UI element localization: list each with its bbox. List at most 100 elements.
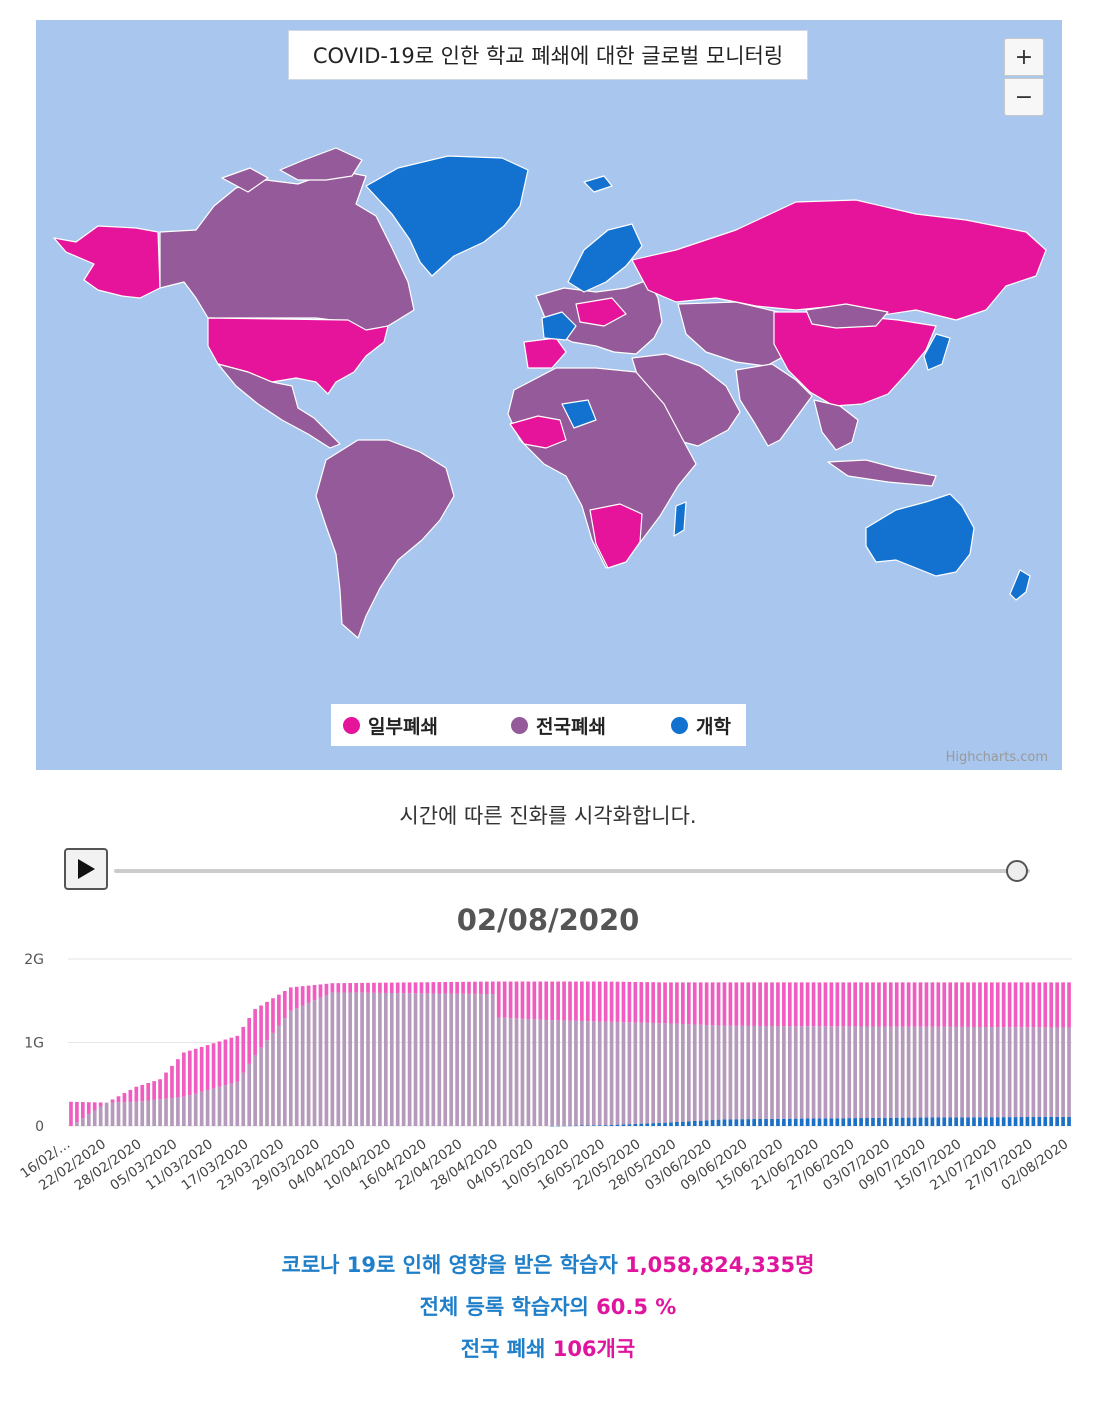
chart-bar-national — [170, 1098, 174, 1126]
chart-bar-national — [1001, 1027, 1006, 1118]
chart-bar-open — [710, 1119, 715, 1126]
chart-bar-national — [306, 1002, 311, 1126]
chart-bar-national — [835, 1026, 840, 1119]
chart-bar-national — [134, 1101, 139, 1126]
timeline-slider-track[interactable] — [114, 869, 1030, 873]
chart-bar-partial — [479, 981, 483, 994]
y-tick-label: 2G — [24, 952, 44, 968]
chart-bar-open — [1007, 1117, 1012, 1126]
chart-bar-national — [1019, 1027, 1024, 1118]
region-west-africa[interactable] — [509, 415, 567, 449]
chart-bar-partial — [538, 981, 543, 1020]
region-mexico[interactable] — [217, 363, 341, 449]
chart-bar-open — [663, 1122, 667, 1126]
chart-bar-partial — [799, 982, 804, 1027]
chart-bar-partial — [241, 1026, 246, 1073]
highcharts-credit[interactable]: Highcharts.com — [945, 750, 1048, 765]
chart-bar-open — [728, 1119, 733, 1126]
chart-bar-national — [681, 1024, 685, 1122]
chart-bar-partial — [752, 982, 756, 1026]
chart-bar-partial — [205, 1045, 210, 1091]
chart-bar-open — [585, 1125, 590, 1126]
region-mongolia[interactable] — [805, 303, 889, 329]
chart-bar-partial — [366, 982, 370, 993]
region-southeast-asia[interactable] — [813, 399, 859, 451]
region-arctic-islands-2[interactable] — [279, 147, 363, 181]
chart-bar-open — [550, 1125, 555, 1127]
chart-bar-national — [312, 1000, 317, 1126]
chart-bar-partial — [627, 981, 632, 1023]
chart-bar-national — [92, 1110, 97, 1126]
chart-bar-open — [746, 1119, 751, 1126]
chart-bar-partial — [710, 982, 715, 1026]
chart-bar-national — [247, 1063, 252, 1126]
chart-bar-partial — [817, 982, 822, 1027]
region-africa[interactable] — [507, 367, 697, 569]
chart-bar-national — [1061, 1027, 1065, 1117]
region-japan[interactable] — [923, 333, 951, 371]
play-button[interactable] — [64, 848, 108, 890]
chart-bar-national — [722, 1025, 727, 1120]
chart-bar-national — [651, 1022, 656, 1124]
chart-bar-national — [728, 1025, 733, 1120]
legend-item-open[interactable]: 개학 — [671, 712, 731, 739]
chart-bar-national — [906, 1026, 911, 1118]
region-alaska[interactable] — [53, 225, 161, 299]
chart-bar-national — [805, 1026, 810, 1119]
chart-bar-partial — [698, 982, 703, 1025]
legend-label-open: 개학 — [696, 715, 731, 738]
region-greenland[interactable] — [365, 155, 529, 277]
region-niger[interactable] — [561, 399, 597, 429]
chart-bar-open — [1031, 1116, 1036, 1126]
chart-bar-national — [550, 1020, 555, 1126]
region-central-europe[interactable] — [575, 297, 627, 327]
chart-bar-national — [811, 1026, 816, 1119]
chart-bar-national — [710, 1025, 715, 1120]
chart-bar-partial — [348, 983, 353, 993]
zoom-in-button[interactable]: + — [1004, 38, 1044, 76]
chart-bar-partial — [544, 981, 549, 1020]
region-australia[interactable] — [865, 493, 975, 577]
legend-item-partial[interactable]: 일부폐쇄 — [343, 712, 511, 739]
chart-bar-national — [686, 1024, 691, 1122]
chart-bar-national — [443, 993, 448, 1126]
timeline-slider-thumb[interactable] — [1006, 860, 1028, 882]
chart-bar-partial — [413, 982, 418, 994]
chart-bar-partial — [924, 982, 929, 1027]
chart-bar-partial — [912, 982, 917, 1027]
chart-bar-partial — [960, 982, 964, 1027]
region-india[interactable] — [735, 363, 813, 447]
chart-bar-national — [318, 997, 323, 1126]
region-arctic-islands[interactable] — [221, 167, 269, 193]
chart-bar-national — [972, 1026, 976, 1118]
region-new-zealand[interactable] — [1009, 569, 1031, 601]
region-iberia[interactable] — [523, 337, 567, 369]
chart-bar-partial — [995, 982, 1000, 1028]
region-madagascar[interactable] — [673, 501, 687, 537]
chart-bar-partial — [526, 981, 531, 1020]
legend-item-national[interactable]: 전국폐쇄 — [511, 712, 671, 739]
region-indonesia[interactable] — [827, 459, 937, 487]
region-south-america[interactable] — [315, 439, 455, 639]
chart-bar-partial — [389, 982, 394, 994]
chart-bar-partial — [841, 982, 846, 1027]
chart-bar-partial — [651, 982, 656, 1023]
timeline-caption: 시간에 따른 진화를 시각화합니다. — [399, 804, 697, 828]
zoom-out-button[interactable]: − — [1004, 78, 1044, 116]
chart-bar-national — [401, 993, 406, 1126]
chart-bar-partial — [318, 984, 323, 998]
region-iceland[interactable] — [583, 175, 613, 193]
chart-bar-national — [847, 1026, 852, 1119]
chart-bar-partial — [811, 982, 816, 1027]
world-map[interactable] — [36, 20, 1062, 770]
chart-bar-partial — [271, 998, 275, 1033]
region-scandinavia[interactable] — [567, 223, 643, 293]
world-map-panel[interactable]: COVID-19로 인한 학교 폐쇄에 대한 글로벌 모니터링 + − 일부폐쇄… — [36, 20, 1062, 770]
chart-bar-partial — [306, 985, 311, 1003]
region-russia[interactable] — [631, 199, 1047, 321]
chart-bar-open — [698, 1120, 703, 1126]
region-southern-africa[interactable] — [589, 503, 643, 569]
chart-bar-partial — [502, 981, 507, 1018]
region-france[interactable] — [541, 311, 577, 341]
chart-bar-national — [591, 1021, 596, 1126]
